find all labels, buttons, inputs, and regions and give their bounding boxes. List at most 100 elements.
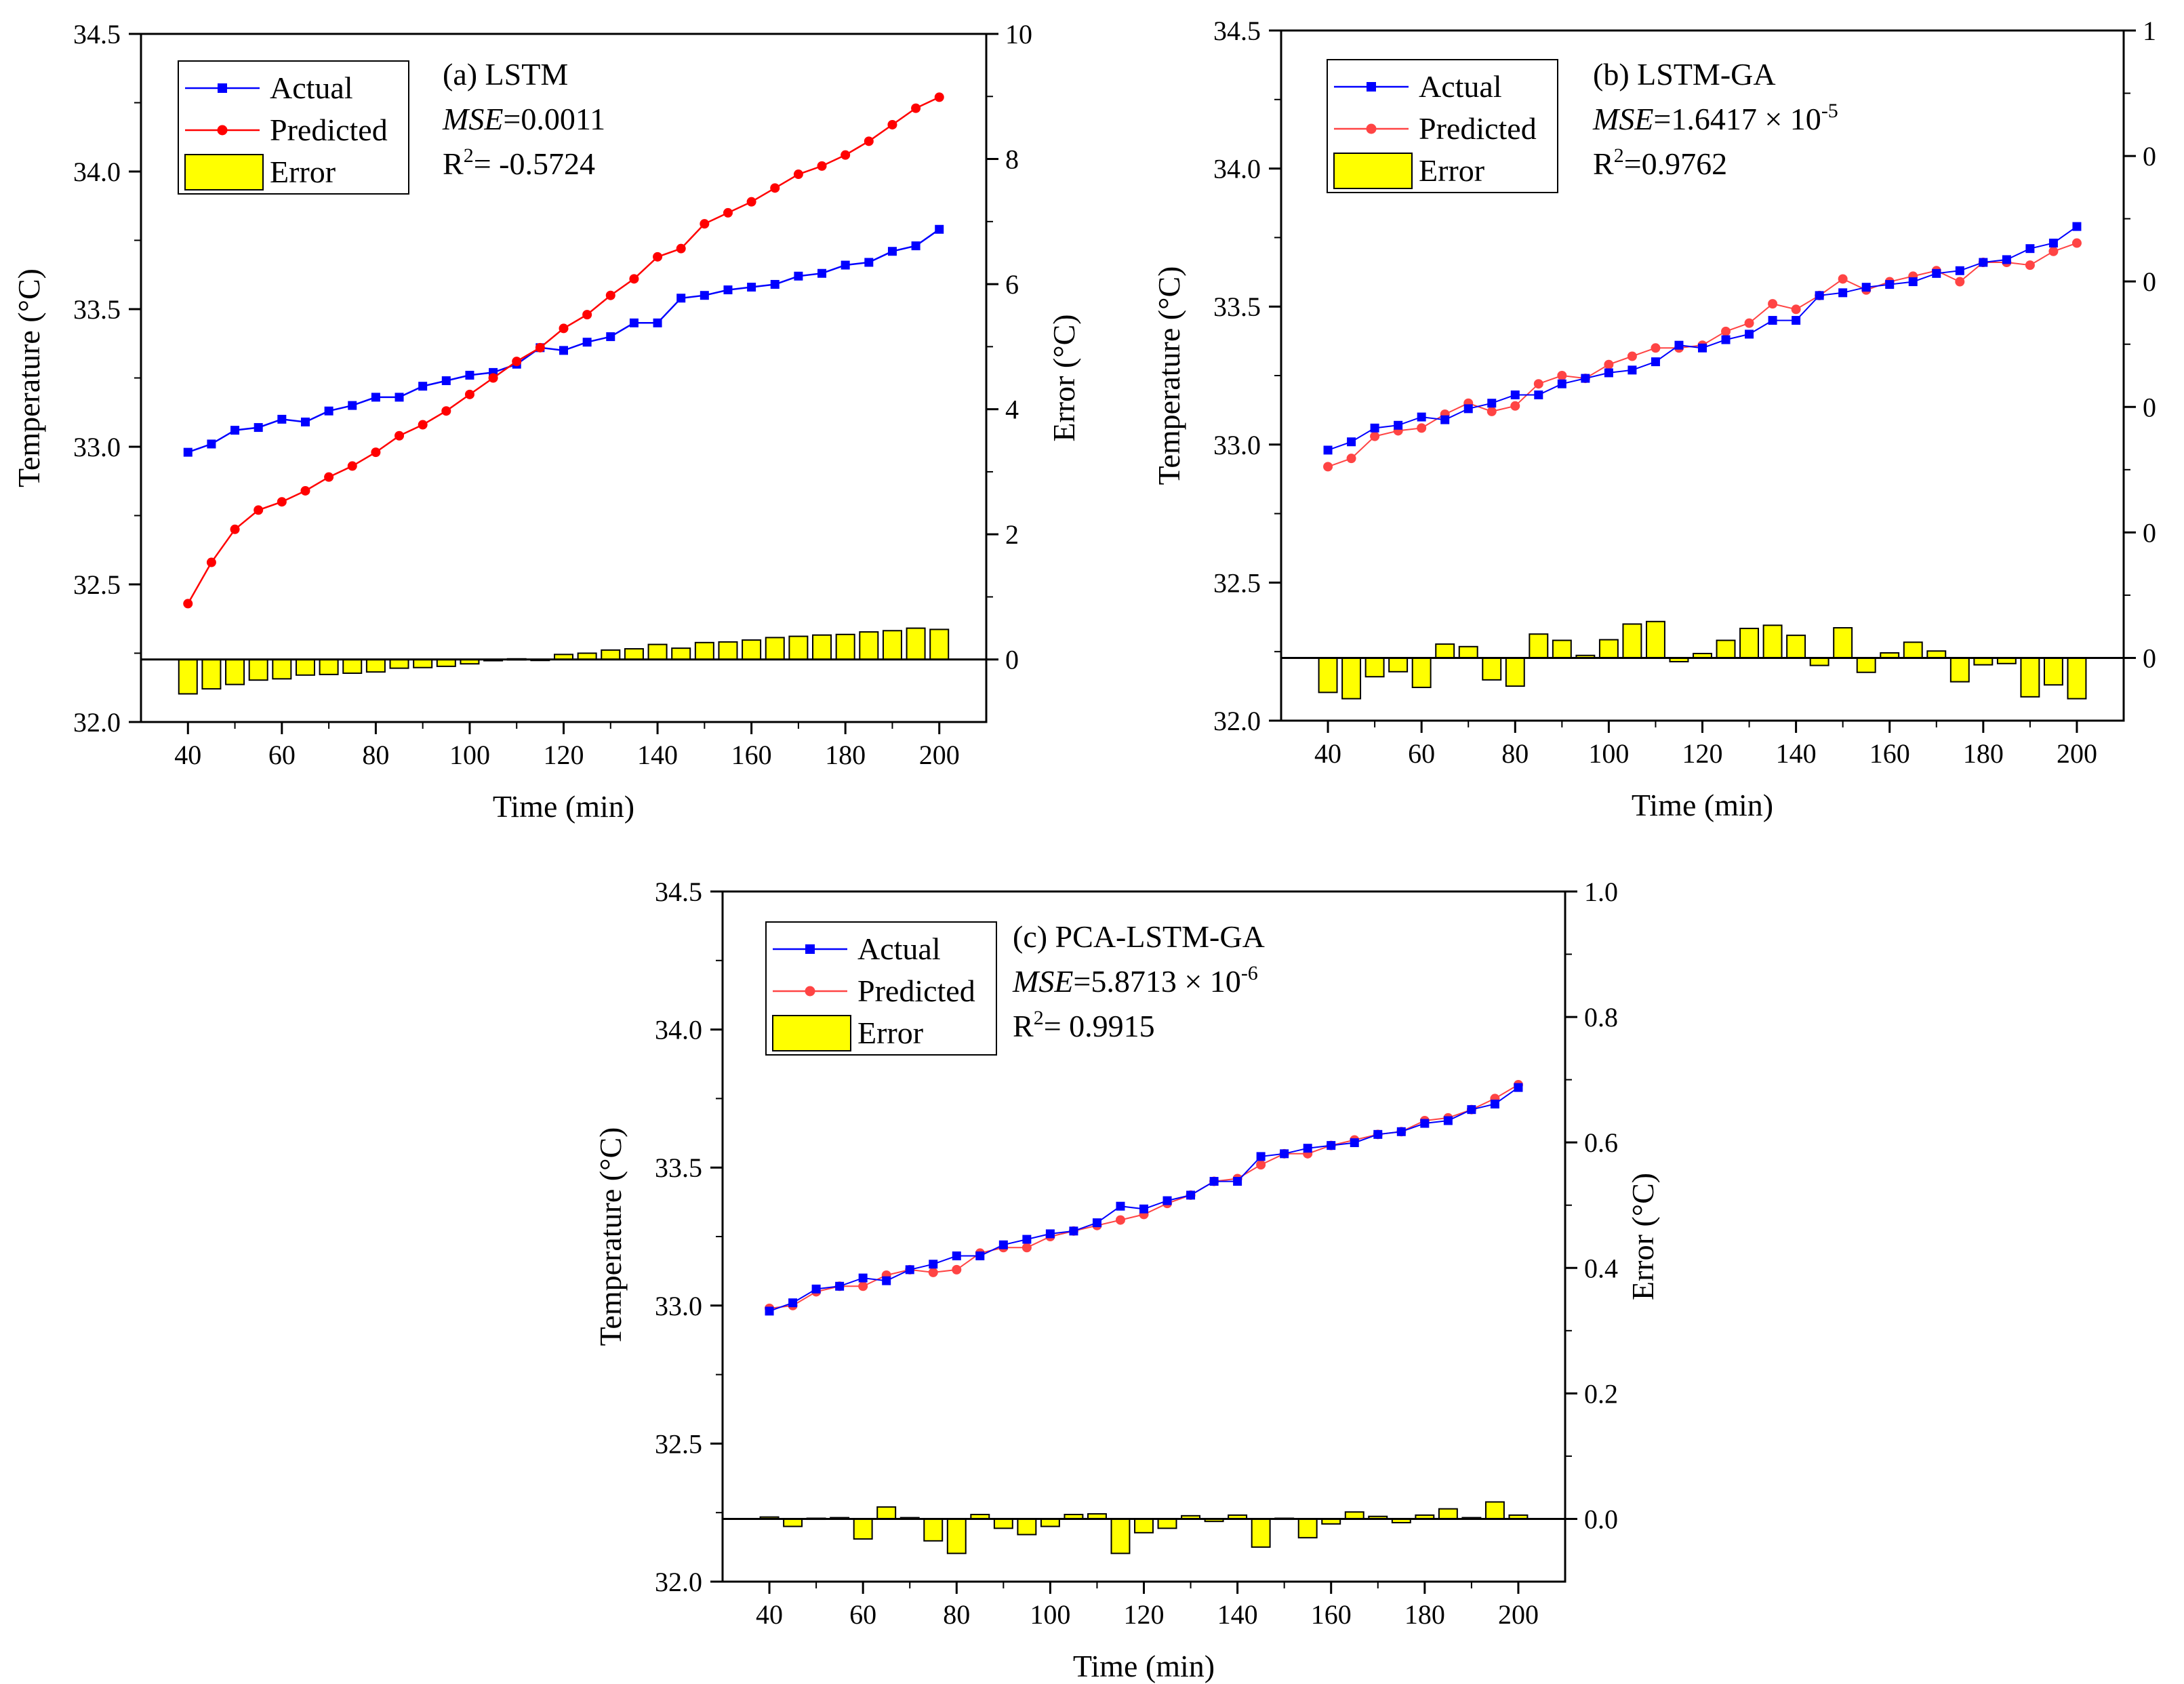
x-axis-label: Time (min) [493, 789, 634, 824]
error-bar [765, 637, 785, 660]
point-actual [1908, 277, 1918, 287]
y-tick-label: 34.5 [1213, 16, 1261, 46]
point-actual [1698, 343, 1707, 353]
y2-tick-label: 0.8 [1584, 1002, 1618, 1033]
error-bar [1786, 635, 1806, 659]
point-predicted [934, 92, 944, 102]
chart-panel-1: 40 60 80 100 120 140 160 180 20032.032.533.033.5… [12, 19, 1081, 824]
point-actual [324, 406, 333, 416]
point-actual [864, 258, 874, 267]
error-bar [882, 630, 902, 660]
point-actual [441, 376, 451, 386]
x-tick-label: 100 [1030, 1599, 1070, 1630]
y2-tick-label: 8 [1005, 144, 1019, 175]
error-bar [413, 658, 433, 668]
point-predicted [183, 599, 193, 609]
point-predicted [1533, 379, 1543, 389]
error-bar [1598, 639, 1619, 659]
point-actual [653, 318, 662, 327]
error-bar [859, 631, 879, 660]
error-bar [624, 648, 644, 660]
point-actual [277, 414, 287, 424]
error-bar [1344, 1511, 1364, 1520]
legend-marker-predicted [1366, 123, 1377, 134]
point-predicted [858, 1281, 868, 1291]
error-bar [1388, 657, 1409, 673]
point-actual [747, 283, 756, 292]
point-predicted [1768, 299, 1778, 309]
point-actual [700, 291, 709, 300]
legend: Actual Predicted Error [1327, 59, 1558, 193]
point-predicted [488, 373, 498, 383]
point-actual [629, 318, 639, 327]
point-actual [1420, 1119, 1430, 1128]
point-predicted [605, 290, 615, 300]
error-bar [1411, 657, 1432, 688]
point-actual [817, 268, 827, 278]
error-bar [929, 628, 950, 660]
panel-title: (a) LSTM [443, 57, 568, 92]
error-bar [1341, 657, 1362, 700]
point-actual [1979, 258, 1988, 267]
x-tick-label: 80 [1501, 738, 1529, 769]
point-actual [1463, 404, 1473, 414]
point-actual [395, 393, 404, 402]
point-predicted [582, 310, 592, 320]
point-actual [1443, 1116, 1453, 1125]
point-actual [1534, 390, 1543, 400]
point-actual [1116, 1201, 1125, 1211]
y2-tick-label: 0.6 [1584, 1127, 1618, 1158]
point-actual [1417, 412, 1426, 422]
error-bar [1949, 657, 1970, 683]
point-actual [465, 370, 474, 380]
point-actual [841, 260, 850, 270]
legend: Actual Predicted Error [765, 921, 997, 1056]
error-bar [1157, 1518, 1177, 1529]
point-actual [1256, 1152, 1266, 1161]
point-predicted [1627, 351, 1637, 361]
y-tick-label: 32.5 [73, 569, 121, 600]
legend-marker-actual [805, 944, 815, 954]
point-predicted [1487, 406, 1497, 416]
point-actual [300, 417, 310, 426]
point-actual [905, 1265, 914, 1275]
point-predicted [1417, 423, 1427, 433]
error-bar [225, 658, 245, 685]
error-bar [906, 627, 926, 660]
point-actual [1373, 1129, 1383, 1139]
error-bar [1926, 650, 1947, 659]
legend: Actual Predicted Error [178, 60, 409, 195]
point-predicted [817, 161, 827, 171]
error-bar [1529, 633, 1549, 659]
r2-text: R2= 0.9915 [1013, 1007, 1155, 1043]
point-predicted [2071, 238, 2082, 248]
legend-label-error: Error [857, 1016, 923, 1050]
point-actual [254, 423, 263, 433]
point-actual [1092, 1218, 1101, 1228]
y-tick-label: 32.0 [655, 1567, 702, 1597]
y-tick-label: 32.5 [1213, 567, 1261, 598]
error-bar [1505, 657, 1525, 687]
x-tick-label: 60 [268, 740, 296, 770]
point-predicted [418, 420, 428, 430]
point-actual [1792, 316, 1801, 325]
x-tick-label: 120 [1124, 1599, 1165, 1630]
point-actual [1510, 390, 1520, 400]
point-actual [2002, 255, 2011, 264]
point-actual [1627, 365, 1637, 375]
point-actual [2048, 239, 2058, 248]
point-actual [835, 1281, 845, 1291]
error-bar [671, 647, 691, 660]
point-actual [1487, 399, 1497, 408]
x-axis-label: Time (min) [1073, 1649, 1215, 1683]
error-bar [1973, 657, 1994, 666]
error-bar [783, 1518, 803, 1527]
point-actual [723, 285, 733, 295]
point-actual [1233, 1177, 1242, 1186]
error-bar [946, 1518, 967, 1555]
y2-tick-label: 0 [2143, 266, 2156, 297]
error-bar [1040, 1518, 1060, 1527]
y2-tick-label: 2 [1005, 519, 1019, 550]
x-tick-label: 80 [362, 740, 389, 770]
point-actual [1045, 1229, 1055, 1239]
